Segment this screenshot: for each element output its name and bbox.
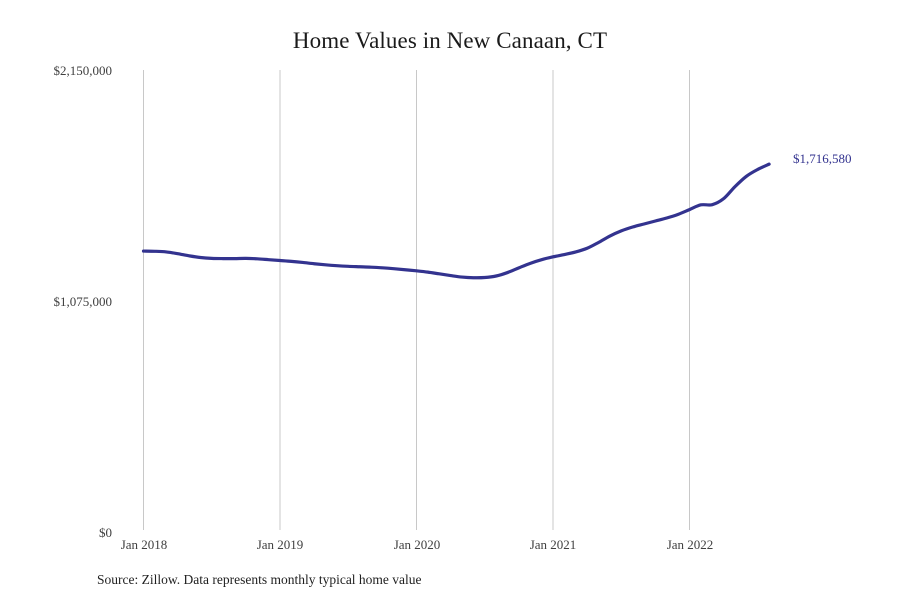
- end-value-annotation: $1,716,580: [793, 151, 852, 166]
- xtick-label-jan-2022: Jan 2022: [666, 537, 714, 552]
- gridlines: [143, 70, 690, 530]
- xtick-label-jan-2021: Jan 2021: [529, 537, 577, 552]
- ytick-label-mid: $1,075,000: [53, 294, 113, 309]
- chart-title: Home Values in New Canaan, CT: [292, 28, 608, 53]
- xtick-label-jan-2020: Jan 2020: [393, 537, 441, 552]
- ytick-label-zero: $0: [99, 525, 112, 540]
- xtick-label-jan-2019: Jan 2019: [256, 537, 304, 552]
- home-value-line-series: [141, 162, 771, 280]
- ytick-label-max: $2,150,000: [53, 63, 113, 78]
- xtick-label-jan-2018: Jan 2018: [120, 537, 168, 552]
- source-note: Source: Zillow. Data represents monthly …: [97, 572, 422, 587]
